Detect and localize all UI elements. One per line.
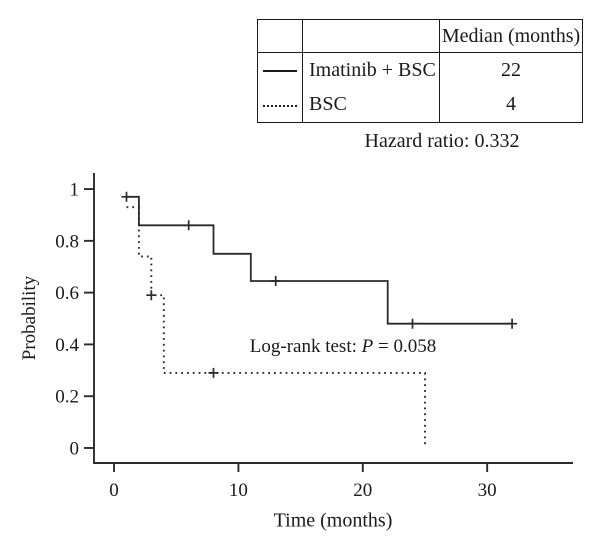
- y-tick-label: 0.2: [55, 387, 79, 408]
- log-rank-p-symbol: P: [361, 336, 374, 357]
- y-tick-label: 0.4: [55, 335, 79, 356]
- y-tick-label: 0.6: [55, 283, 79, 304]
- censor-mark-imatinib-bsc: [183, 220, 194, 231]
- log-rank-prefix: Log-rank test:: [249, 336, 362, 357]
- log-rank-p-value: = 0.058: [373, 336, 437, 357]
- legend-swatch-cell: [257, 52, 303, 88]
- axes: [93, 173, 573, 464]
- x-tick-label: 10: [229, 480, 248, 501]
- y-axis-label: Probability: [19, 275, 40, 361]
- x-tick-label: 0: [109, 480, 119, 501]
- censor-mark-bsc: [208, 367, 219, 378]
- legend-median-value: 4: [439, 87, 583, 123]
- km-survival-chart: 0 10 20 30 0 0.2 0.4 0.6 0.8 1: [55, 173, 573, 501]
- y-tick-label: 1: [70, 180, 80, 201]
- x-tick-label: 20: [353, 480, 372, 501]
- series-curve-bsc: [126, 206, 426, 448]
- y-tick-label: 0.8: [55, 231, 79, 252]
- dotted-line-swatch-icon: [263, 104, 297, 107]
- legend-row-imatinib-bsc: Imatinib + BSC 22: [257, 52, 583, 88]
- censor-mark-imatinib-bsc: [121, 191, 132, 202]
- x-tick-label: 30: [478, 480, 497, 501]
- legend-swatch-cell: [257, 87, 303, 123]
- legend-header-median-cell: Median (months): [439, 19, 583, 53]
- legend-median-value: 22: [439, 52, 583, 88]
- legend-table: Median (months) Imatinib + BSC 22 BSC 4: [257, 19, 583, 123]
- hazard-ratio-annotation: Hazard ratio: 0.332: [364, 130, 520, 152]
- x-axis-label: Time (months): [273, 509, 393, 532]
- legend-header-swatch-cell: [257, 19, 303, 53]
- censor-mark-imatinib-bsc: [507, 318, 518, 329]
- legend-series-label: BSC: [302, 87, 440, 123]
- legend-header-label-cell: [302, 19, 440, 53]
- log-rank-annotation: Log-rank test: P = 0.058: [250, 336, 436, 358]
- legend-header-row: Median (months): [257, 19, 583, 53]
- solid-line-swatch-icon: [263, 70, 297, 73]
- series-curve-imatinib-bsc: [126, 195, 513, 325]
- legend-row-bsc: BSC 4: [257, 87, 583, 123]
- legend-series-label: Imatinib + BSC: [302, 52, 440, 88]
- censor-mark-bsc: [146, 290, 157, 301]
- y-tick-label: 0: [70, 438, 80, 459]
- censor-mark-imatinib-bsc: [407, 318, 418, 329]
- censor-mark-imatinib-bsc: [270, 276, 281, 286]
